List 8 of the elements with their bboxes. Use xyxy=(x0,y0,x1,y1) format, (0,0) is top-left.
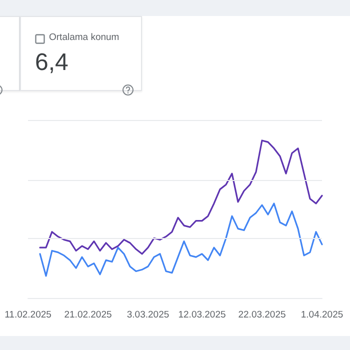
x-tick-label: 22.03.2025 xyxy=(238,310,286,320)
x-tick-label: 12.03.2025 xyxy=(178,310,226,320)
text: 6,4 xyxy=(35,49,68,77)
x-tick-label: 1.04.2025 xyxy=(300,310,344,320)
text: Ortalama konum xyxy=(49,32,120,43)
x-tick-label: 21.02.2025 xyxy=(64,310,112,320)
x-tick-label: 11.02.2025 xyxy=(4,310,52,320)
x-tick-label: 3.03.2025 xyxy=(126,310,170,320)
